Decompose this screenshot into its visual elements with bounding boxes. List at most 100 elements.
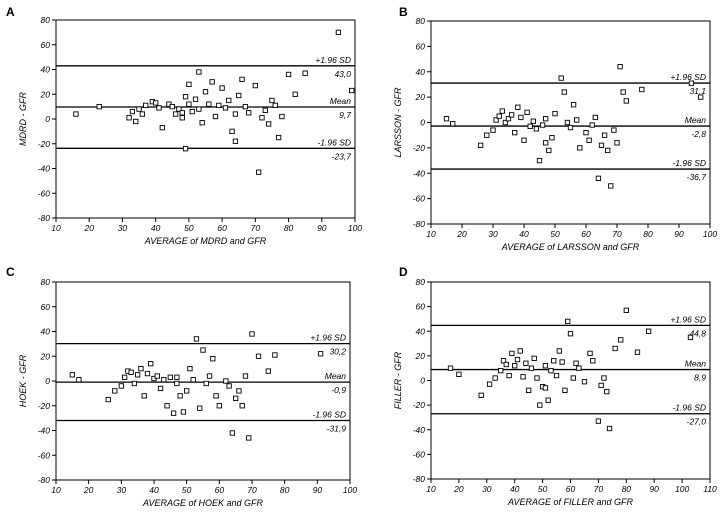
data-point: [192, 96, 199, 102]
data-point: [196, 106, 202, 112]
y-tick-label: -60: [413, 194, 426, 204]
reference-line-name: +1.96 SD: [670, 72, 706, 82]
data-point: [219, 85, 225, 91]
reference-line-name: Mean: [685, 115, 707, 125]
data-point: [581, 379, 588, 385]
y-tick-label: 20: [415, 351, 426, 361]
x-tick-label: 110: [703, 484, 717, 494]
data-point: [500, 358, 507, 364]
data-point: [542, 385, 549, 391]
y-tick-label: 80: [41, 15, 51, 25]
data-point: [551, 358, 557, 364]
data-point: [272, 102, 278, 109]
data-point: [612, 345, 618, 352]
y-tick-label: 20: [415, 92, 426, 102]
y-axis-title: LARSSON - GFR: [393, 87, 403, 158]
data-point: [161, 377, 167, 383]
x-tick-label: 70: [247, 485, 257, 495]
data-point: [618, 337, 624, 343]
data-point: [141, 393, 147, 399]
y-tick-label: 60: [416, 41, 426, 51]
data-point: [570, 102, 577, 108]
y-tick-label: -20: [38, 401, 51, 411]
data-point: [174, 380, 180, 387]
data-point: [595, 175, 602, 181]
data-point: [193, 336, 200, 342]
x-tick-label: 50: [184, 223, 194, 233]
data-point: [170, 410, 177, 416]
data-point: [242, 103, 249, 110]
data-point: [186, 101, 192, 107]
x-tick-label: 100: [703, 229, 717, 239]
data-point: [687, 334, 694, 341]
data-point: [236, 388, 242, 394]
x-tick-label: 40: [510, 484, 520, 494]
data-point: [620, 89, 626, 95]
data-point: [153, 100, 159, 106]
data-point: [531, 355, 537, 361]
data-point: [521, 137, 527, 143]
reference-line-name: -1.96 SD: [672, 158, 706, 168]
data-point: [209, 79, 215, 85]
reference-line-value: -27,0: [687, 417, 707, 427]
plot-frame: [55, 19, 356, 219]
data-point: [196, 69, 202, 75]
data-point: [144, 370, 151, 377]
x-tick-label: 20: [83, 223, 94, 233]
x-tick-label: 40: [151, 223, 161, 233]
data-point: [186, 81, 192, 88]
data-point: [202, 89, 209, 95]
y-tick-label: -60: [38, 450, 51, 460]
y-tick-label: -60: [38, 188, 51, 198]
reference-line-name: Mean: [685, 359, 707, 369]
data-point: [526, 387, 532, 393]
data-point: [129, 108, 136, 115]
data-point: [539, 122, 546, 128]
data-point: [623, 98, 629, 104]
x-tick-label: 70: [251, 223, 261, 233]
data-point: [229, 430, 236, 436]
reference-line-value: -0,9: [331, 385, 346, 395]
data-point: [236, 92, 242, 99]
data-point: [484, 132, 490, 138]
data-point: [233, 395, 239, 401]
data-point: [203, 380, 209, 387]
data-point: [210, 356, 216, 362]
data-point: [176, 106, 182, 112]
panel-d: D 10 20 30 40 50 60 70 80 90 100 110 -80 -60 -40 -20 0 20…: [393, 265, 717, 507]
data-point: [269, 97, 275, 104]
data-point: [617, 64, 623, 70]
x-tick-label: 30: [482, 484, 492, 494]
data-point: [197, 405, 203, 411]
data-point: [559, 359, 565, 365]
x-tick-label: 20: [453, 484, 464, 494]
data-point: [252, 82, 258, 89]
x-tick-label: 20: [456, 229, 467, 239]
data-point: [562, 387, 568, 393]
data-point: [222, 105, 229, 111]
data-point: [586, 137, 592, 143]
data-point: [285, 71, 292, 78]
data-point: [515, 104, 521, 110]
x-tick-label: 60: [581, 229, 591, 239]
y-axis-title: FILLER - GFR: [393, 351, 403, 409]
data-point: [543, 116, 549, 122]
x-tick-label: 100: [675, 484, 689, 494]
y-tick-label: 80: [416, 16, 426, 26]
data-point: [478, 392, 484, 398]
data-point: [164, 403, 170, 409]
data-point: [595, 418, 602, 424]
x-tick-label: 10: [51, 223, 61, 233]
data-point: [601, 132, 608, 138]
y-tick-label: 20: [40, 351, 51, 361]
y-tick-label: -20: [413, 400, 426, 410]
data-point: [206, 373, 213, 379]
y-tick-label: 0: [420, 376, 425, 386]
data-point: [598, 142, 605, 148]
data-point: [592, 114, 598, 121]
data-point: [69, 372, 75, 378]
y-tick-label: -40: [38, 164, 51, 174]
data-point: [623, 307, 629, 313]
y-tick-label: -40: [38, 426, 51, 436]
reference-line-name: +1.96 SD: [310, 333, 346, 343]
